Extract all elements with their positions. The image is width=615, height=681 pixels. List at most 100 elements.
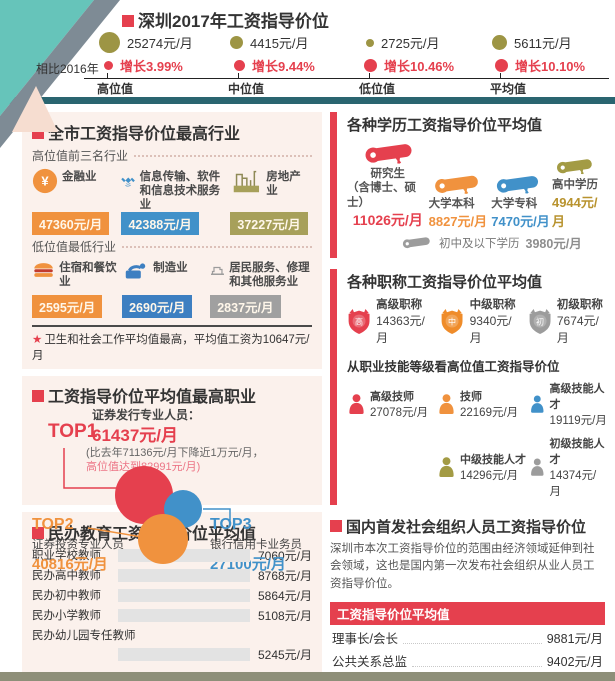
axis-label-high: 高位值 bbox=[85, 73, 216, 97]
top3-block: TOP3 银行信用卡业务员 27100元/月 bbox=[210, 516, 302, 574]
bar-label: 民办高中教师 bbox=[32, 570, 101, 582]
person-icon bbox=[439, 456, 454, 477]
industry-bottom-sublabel: 低位值最低行业 bbox=[32, 238, 312, 255]
stat-average: 5611元/月 增长10.10% bbox=[478, 31, 609, 77]
degree-item-college: 大学专科 7470元/月 bbox=[491, 171, 552, 230]
growth-dot-icon bbox=[495, 59, 508, 72]
diploma-icon bbox=[556, 159, 592, 174]
title-value: 14363元/月 bbox=[376, 314, 425, 346]
bar-track bbox=[118, 608, 250, 622]
axis-line bbox=[84, 78, 609, 79]
stat-growth: 增长3.99% bbox=[120, 59, 183, 74]
corner-decoration bbox=[0, 0, 120, 148]
industry-value-badge: 2595元/月 bbox=[32, 295, 103, 319]
shield-icon: 中 bbox=[442, 308, 464, 334]
industry-value-badge: 42388元/月 bbox=[121, 212, 199, 236]
bar-row: 民办初中教师 5864元/月 bbox=[32, 587, 312, 603]
person-icon bbox=[531, 395, 544, 413]
shield-icon: 高 bbox=[348, 308, 370, 334]
top2-occupation: 证券投资专业人员 bbox=[32, 539, 124, 552]
occupation-title: 工资指导价位平均值最高职业 bbox=[32, 383, 256, 407]
stat-growth: 增长9.44% bbox=[252, 59, 315, 74]
axis-label-median: 中位值 bbox=[216, 73, 347, 97]
industry-value-badge: 2837元/月 bbox=[210, 295, 281, 319]
degree-value: 11026元/月 bbox=[352, 212, 423, 229]
page-title: 深圳2017年工资指导价位 bbox=[122, 7, 329, 32]
sublabel-text: 低位值最低行业 bbox=[32, 240, 117, 255]
social-description: 深圳市本次工资指导价位的范围由经济领域延伸到社会领域，这也是国内第一次发布社会组… bbox=[330, 543, 595, 590]
title-name: 初级职称 bbox=[556, 299, 603, 312]
industry-item-finance: ¥ 金融业 47360元/月 bbox=[32, 168, 117, 235]
industry-title-text: 全市工资指导价位最高行业 bbox=[48, 126, 241, 143]
top2-value: 40816元/月 bbox=[32, 556, 108, 574]
industry-section: 全市工资指导价位最高行业 高位值前三名行业 ¥ 金融业 47360元/月 信息传… bbox=[22, 112, 322, 370]
skills-grid: 高级技师 27078元/月 技师 22169元/月 高级技能人才 19119元/月 中… bbox=[347, 380, 607, 499]
title-value: 9340元/月 bbox=[469, 314, 512, 346]
axis-label-low: 低位值 bbox=[347, 73, 478, 97]
bar-track bbox=[118, 647, 250, 661]
row-label: 公共关系总监 bbox=[332, 654, 408, 669]
bar-value: 5864元/月 bbox=[257, 588, 312, 603]
svg-text:¥: ¥ bbox=[41, 174, 49, 189]
industry-name: 房地产业 bbox=[266, 171, 301, 197]
degree-name: 研究生 bbox=[370, 168, 406, 180]
page-title-text: 深圳2017年工资指导价位 bbox=[138, 12, 329, 31]
row-value: 9402元/月 bbox=[546, 654, 603, 669]
degree-item-middleschool: 初中及以下学历 3980元/月 bbox=[399, 233, 607, 252]
bar-row: 民办高中教师 8768元/月 bbox=[32, 567, 312, 583]
axis-label-text: 高位值 bbox=[97, 82, 134, 96]
dotted-leader bbox=[412, 665, 542, 667]
titles-row: 高 高级职称 14363元/月 中 中级职称 9340元/月 初 初级职称 7674元… bbox=[347, 296, 607, 346]
industry-name: 金融业 bbox=[62, 171, 97, 183]
skill-value: 27078元/月 bbox=[370, 407, 429, 420]
value-bubble-icon bbox=[230, 36, 243, 49]
footnote-text: 卫生和社会工作平均值最高，平均值工资为10647元/月 bbox=[32, 334, 310, 363]
industry-footnote: ★ 卫生和社会工作平均值最高，平均值工资为10647元/月 bbox=[32, 325, 312, 363]
degree-name: 大学专科 bbox=[491, 197, 538, 210]
industry-name: 住宿和餐饮业 bbox=[59, 262, 117, 289]
skill-item-senior-skilled: 高级技能人才 19119元/月 bbox=[529, 380, 607, 428]
value-bubble-icon bbox=[366, 38, 374, 47]
table-header: 工资指导价位平均值 bbox=[330, 601, 605, 625]
degree-value: 8827元/月 bbox=[428, 214, 488, 230]
diploma-icon bbox=[497, 175, 539, 194]
axis-label-average: 平均值 bbox=[478, 73, 609, 97]
industry-value-badge: 37227元/月 bbox=[230, 212, 308, 235]
diploma-icon bbox=[365, 144, 412, 164]
table-row: 理事长/会长 9881元/月 bbox=[330, 625, 605, 648]
title-name: 高级职称 bbox=[376, 299, 423, 312]
industry-name: 居民服务、修理和其他服务业 bbox=[229, 262, 310, 289]
titles-section: 各种职称工资指导价位平均值 高 高级职称 14363元/月 中 中级职称 9340元… bbox=[330, 269, 607, 506]
stat-growth: 增长10.10% bbox=[515, 59, 586, 74]
social-title-text: 国内首发社会组织人员工资指导价位 bbox=[346, 519, 587, 537]
stat-low: 2725元/月 增长10.46% bbox=[347, 31, 478, 77]
left-column: 全市工资指导价位最高行业 高位值前三名行业 ¥ 金融业 47360元/月 信息传… bbox=[22, 112, 322, 672]
bar-row: 5245元/月 bbox=[32, 646, 312, 662]
skill-name: 高级技师 bbox=[370, 391, 414, 404]
industry-value-badge: 2690元/月 bbox=[122, 295, 193, 319]
svg-text:中: 中 bbox=[449, 316, 457, 326]
degree-name: 大学本科 bbox=[428, 197, 475, 210]
degree-item-highschool: 高中学历 4944元/月 bbox=[552, 154, 607, 230]
skill-name: 技师 bbox=[460, 391, 482, 404]
degree-value: 4944元/月 bbox=[551, 195, 598, 230]
title-square-icon bbox=[330, 520, 342, 533]
stat-value: 2725元/月 bbox=[381, 36, 440, 51]
bar-label: 民办小学教师 bbox=[32, 610, 101, 622]
axis-label-text: 中位值 bbox=[228, 82, 265, 96]
growth-dot-icon bbox=[234, 60, 245, 71]
industry-name: 制造业 bbox=[153, 262, 188, 275]
occupation-section: 工资指导价位平均值最高职业 证券发行专业人员： TOP1 61437元/月 (比… bbox=[22, 376, 322, 573]
skill-value: 14374元/月 bbox=[549, 470, 597, 499]
stat-high: 25274元/月 增长3.99% bbox=[85, 31, 216, 77]
title-item-mid: 中 中级职称 9340元/月 bbox=[440, 296, 519, 346]
skill-item-mid-skilled: 中级技能人才 14296元/月 bbox=[437, 435, 527, 499]
burger-icon bbox=[34, 263, 53, 278]
right-column: 各种学历工资指导价位平均值 研究生 （含博士、硕士） 11026元/月 大学本科… bbox=[330, 112, 607, 681]
top2-rank: TOP2 bbox=[32, 516, 74, 534]
building-crane-icon bbox=[234, 170, 260, 193]
row-value: 9881元/月 bbox=[546, 631, 603, 646]
title-square-icon bbox=[122, 15, 134, 27]
industry-item-it: 信息传输、软件和信息技术服务业 42388元/月 bbox=[121, 168, 226, 236]
